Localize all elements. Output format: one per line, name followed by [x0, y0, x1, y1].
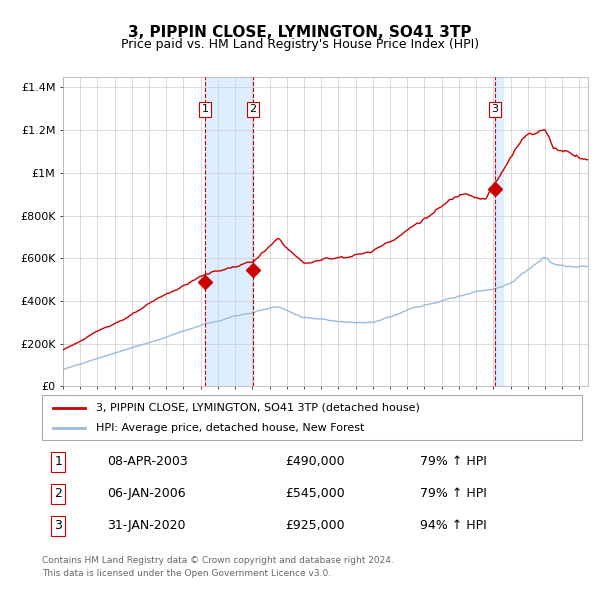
Text: 1: 1 — [54, 455, 62, 468]
Text: 79% ↑ HPI: 79% ↑ HPI — [420, 487, 487, 500]
Text: 3: 3 — [54, 519, 62, 532]
Text: £490,000: £490,000 — [285, 455, 344, 468]
Text: 2: 2 — [54, 487, 62, 500]
Text: 06-JAN-2006: 06-JAN-2006 — [107, 487, 185, 500]
Bar — [205, 77, 253, 386]
Text: 31-JAN-2020: 31-JAN-2020 — [107, 519, 185, 532]
Text: 3: 3 — [491, 104, 498, 114]
Text: HPI: Average price, detached house, New Forest: HPI: Average price, detached house, New … — [96, 424, 364, 434]
Text: 2: 2 — [249, 104, 256, 114]
Text: Price paid vs. HM Land Registry's House Price Index (HPI): Price paid vs. HM Land Registry's House … — [121, 38, 479, 51]
Text: 3, PIPPIN CLOSE, LYMINGTON, SO41 3TP (detached house): 3, PIPPIN CLOSE, LYMINGTON, SO41 3TP (de… — [96, 403, 420, 412]
Text: 79% ↑ HPI: 79% ↑ HPI — [420, 455, 487, 468]
Text: Contains HM Land Registry data © Crown copyright and database right 2024.: Contains HM Land Registry data © Crown c… — [42, 556, 394, 565]
Bar — [495, 77, 503, 386]
Text: 08-APR-2003: 08-APR-2003 — [107, 455, 188, 468]
Text: £925,000: £925,000 — [285, 519, 344, 532]
Text: 1: 1 — [202, 104, 209, 114]
Text: 94% ↑ HPI: 94% ↑ HPI — [420, 519, 487, 532]
FancyBboxPatch shape — [42, 395, 582, 440]
Text: 3, PIPPIN CLOSE, LYMINGTON, SO41 3TP: 3, PIPPIN CLOSE, LYMINGTON, SO41 3TP — [128, 25, 472, 40]
Text: £545,000: £545,000 — [285, 487, 345, 500]
Text: This data is licensed under the Open Government Licence v3.0.: This data is licensed under the Open Gov… — [42, 569, 331, 578]
